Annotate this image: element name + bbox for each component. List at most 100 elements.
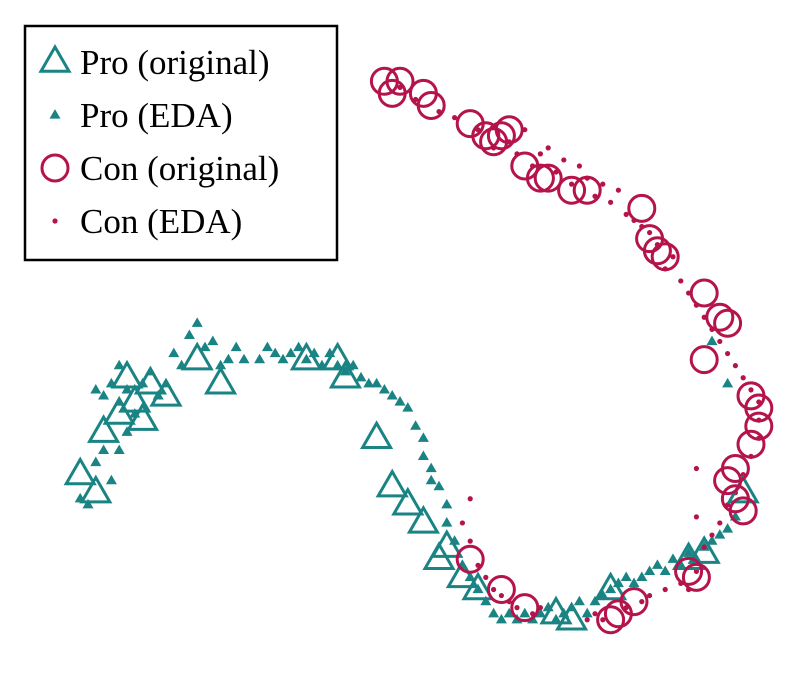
pro-eda-point [425, 462, 437, 473]
con-eda-point [647, 592, 653, 599]
pro-eda-point [441, 498, 453, 509]
pro-eda-point [519, 607, 531, 618]
legend-marker-pro-original [38, 43, 72, 73]
con-original-point [744, 393, 774, 423]
con-eda-point [600, 617, 606, 623]
pro-eda-point [183, 329, 195, 340]
pro-eda-point [659, 565, 671, 575]
con-original-point [557, 175, 587, 205]
con-eda-point [584, 617, 590, 623]
pro-eda-point [722, 523, 734, 533]
pro-eda-point [113, 359, 125, 370]
con-eda-point [639, 599, 645, 605]
series-pro-eda [74, 317, 741, 624]
pro-original-point [328, 359, 362, 389]
con-original-point [510, 593, 540, 623]
pro-eda-point [714, 529, 726, 539]
con-original-point [494, 115, 524, 145]
pro-eda-point [230, 341, 242, 352]
con-original-point [674, 556, 704, 586]
pro-eda-point [706, 335, 718, 346]
pro-eda-point [339, 365, 351, 376]
con-original-point [603, 599, 633, 629]
pro-eda-point [98, 444, 110, 454]
pro-original-point [149, 377, 183, 407]
con-original-point [486, 121, 516, 151]
pro-original-point [391, 486, 425, 516]
series-con-original [369, 66, 774, 635]
pro-original-point [375, 468, 409, 498]
pro-eda-point [667, 553, 679, 563]
con-original-point [713, 308, 743, 338]
pro-eda-point [441, 517, 453, 527]
con-eda-point [467, 496, 473, 502]
pro-eda-point [238, 353, 250, 364]
pro-eda-point [386, 389, 398, 400]
pro-eda-point [433, 480, 445, 491]
con-original-point [705, 302, 735, 332]
pro-eda-point [332, 359, 344, 370]
con-eda-point [537, 151, 544, 157]
pro-eda-point [683, 547, 695, 557]
legend-marker-con-original [40, 153, 70, 183]
con-original-point [689, 345, 719, 375]
con-original-point [689, 278, 719, 308]
con-eda-point [670, 254, 676, 260]
pro-original-point [687, 535, 721, 564]
legend-label-pro-eda: Pro (EDA) [80, 96, 233, 135]
pro-eda-point [222, 353, 234, 364]
pro-eda-point [293, 341, 305, 352]
pro-original-point [87, 414, 121, 443]
pro-eda-point [394, 396, 406, 406]
con-eda-point [693, 514, 700, 520]
con-eda-point [717, 520, 723, 526]
pro-eda-point [410, 420, 422, 430]
con-eda-point [561, 157, 567, 163]
pro-eda-point [168, 347, 180, 358]
pro-original-point [430, 529, 464, 558]
pro-eda-point [534, 607, 546, 618]
pro-original-point [321, 341, 355, 371]
con-eda-point [693, 465, 700, 472]
pro-original-point [594, 571, 628, 601]
con-original-point [744, 411, 774, 441]
con-eda-point [459, 520, 465, 526]
con-eda-point [483, 574, 489, 581]
con-original-point [486, 575, 516, 604]
con-eda-point [701, 544, 707, 550]
con-eda-point [709, 532, 715, 538]
pro-original-point [360, 420, 394, 449]
pro-eda-point [644, 565, 656, 575]
pro-eda-point [300, 353, 312, 364]
pro-original-point [180, 341, 214, 371]
pro-eda-point [254, 353, 266, 364]
pro-original-point [133, 365, 167, 395]
pro-eda-point [495, 613, 507, 624]
con-original-point [642, 236, 672, 266]
con-original-point [681, 562, 711, 592]
con-eda-point [740, 375, 746, 381]
pro-eda-point [215, 359, 227, 370]
pro-eda-point [191, 317, 203, 327]
legend-frame [23, 24, 339, 262]
con-original-point [455, 544, 485, 574]
pro-eda-point [480, 595, 492, 606]
legend-label-con-eda: Con (EDA) [80, 202, 242, 241]
con-original-point [728, 496, 758, 526]
pro-eda-point [90, 383, 102, 394]
pro-eda-point [589, 595, 601, 606]
pro-eda-point [378, 383, 390, 394]
con-eda-point [514, 605, 520, 611]
pro-eda-point [651, 559, 663, 569]
con-eda-point [545, 145, 551, 151]
pro-original-point [461, 571, 495, 601]
pro-eda-point [636, 571, 648, 582]
con-eda-point [748, 387, 754, 393]
pro-eda-point [269, 347, 281, 358]
pro-eda-point [417, 450, 429, 461]
pro-original-point [406, 504, 440, 534]
series-pro-original [63, 341, 760, 631]
pro-eda-point [488, 607, 500, 618]
con-original-point [713, 466, 743, 496]
